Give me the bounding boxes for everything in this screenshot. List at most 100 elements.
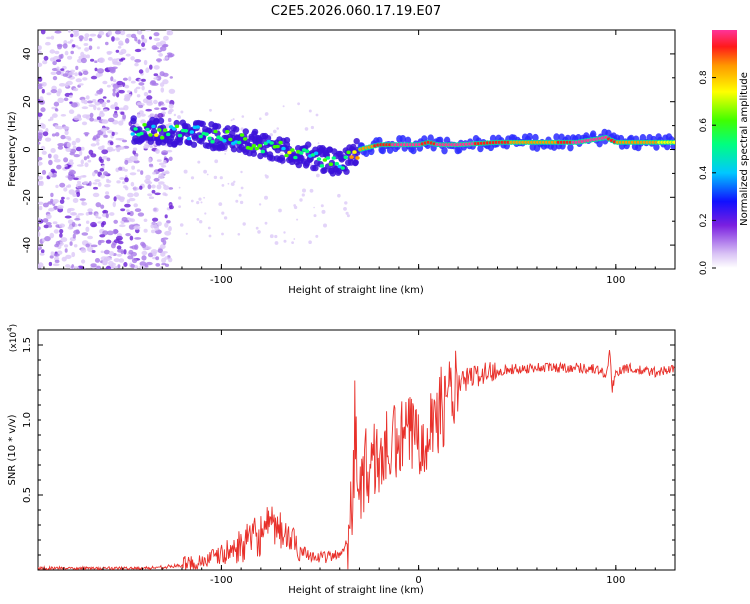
noise-blob [48, 224, 53, 228]
noise-dot [274, 234, 278, 239]
noise-blob [95, 202, 102, 208]
noise-blob [164, 193, 168, 197]
noise-blob [73, 177, 79, 181]
noise-blob [164, 256, 169, 260]
noise-blob [158, 53, 163, 57]
noise-blob [116, 253, 122, 257]
noise-blob [86, 155, 90, 159]
noise-blob [130, 56, 135, 61]
signal-halo [322, 151, 329, 158]
noise-blob [119, 177, 125, 180]
noise-blob [113, 196, 117, 202]
noise-dot [203, 196, 206, 199]
noise-blob [84, 33, 90, 38]
noise-blob [103, 134, 108, 138]
noise-blob [65, 82, 69, 88]
signal-halo [335, 169, 342, 176]
noise-blob [157, 113, 164, 118]
signal-core [290, 148, 295, 152]
noise-dot [185, 232, 188, 235]
noise-blob [106, 157, 111, 162]
noise-blob [75, 229, 80, 234]
noise-dot [282, 105, 285, 108]
noise-dot [230, 182, 235, 187]
noise-blob [53, 229, 59, 234]
noise-blob [81, 200, 85, 206]
noise-blob [82, 77, 88, 81]
noise-blob [60, 68, 65, 71]
noise-blob [166, 31, 170, 36]
spectrogram-y-axis-label: Frequency (Hz) [7, 111, 18, 187]
noise-blob [138, 110, 144, 115]
noise-blob [112, 79, 117, 83]
noise-blob [92, 182, 98, 185]
noise-blob [134, 244, 139, 250]
noise-blob [61, 196, 65, 200]
noise-dot [230, 119, 233, 122]
noise-blob [50, 251, 55, 256]
noise-blob [90, 75, 98, 80]
noise-blob [88, 45, 93, 51]
signal-core [151, 124, 156, 129]
signal-core [346, 150, 351, 155]
noise-blob [73, 87, 79, 92]
noise-blob [117, 146, 125, 150]
noise-blob [76, 113, 81, 119]
noise-blob [136, 113, 141, 118]
noise-blob [57, 88, 62, 94]
signal-halo [157, 117, 165, 125]
noise-blob [40, 30, 46, 35]
spectrogram-panel: -100 100 -40 -20 0 20 40 Height of straight li… [7, 29, 676, 296]
noise-dot [259, 117, 262, 120]
y-tick-label: 20 [22, 95, 33, 108]
noise-blob [87, 235, 93, 240]
colorbar-label: Normalized spectral amplitude [739, 72, 750, 226]
noise-blob [166, 30, 172, 32]
noise-blob [91, 250, 96, 253]
noise-blob [102, 96, 107, 99]
noise-blob [49, 255, 54, 259]
noise-dot [315, 234, 319, 238]
colorbar-tick-label: 0.8 [699, 70, 709, 85]
signal-core [293, 155, 298, 160]
signal-core [672, 140, 675, 144]
noise-blob [72, 145, 77, 150]
signal-core [278, 140, 283, 145]
noise-blob [118, 258, 125, 263]
noise-blob [56, 43, 63, 48]
noise-blob [168, 226, 172, 232]
noise-blob [54, 259, 60, 263]
noise-blob [168, 53, 175, 57]
noise-dot [178, 186, 181, 189]
noise-blob [140, 119, 147, 124]
noise-dot [242, 222, 246, 226]
noise-blob [155, 263, 161, 267]
noise-blob [152, 171, 157, 175]
noise-blob [161, 262, 167, 266]
colorbar-tick-label: 0.0 [699, 261, 709, 276]
noise-blob [75, 78, 83, 83]
noise-blob [123, 185, 128, 189]
noise-blob [103, 249, 110, 255]
x-tick-label: 100 [606, 575, 625, 586]
noise-dot [238, 193, 242, 197]
noise-blob [143, 218, 148, 222]
noise-blob [166, 220, 171, 224]
signal-core [139, 131, 144, 136]
noise-blob [136, 169, 141, 172]
noise-blob [56, 70, 62, 76]
noise-dot [240, 186, 244, 190]
noise-blob [124, 177, 129, 183]
noise-blob [48, 261, 53, 267]
signal-halo [399, 135, 406, 143]
signal-core [284, 153, 289, 158]
noise-blob [40, 107, 46, 113]
noise-blob [53, 154, 59, 160]
signal-halo [221, 143, 228, 151]
noise-blob [143, 145, 150, 149]
signal-core [319, 164, 325, 168]
noise-blob [53, 101, 60, 107]
noise-blob [118, 166, 123, 171]
noise-blob [135, 86, 141, 90]
noise-blob [67, 30, 71, 33]
